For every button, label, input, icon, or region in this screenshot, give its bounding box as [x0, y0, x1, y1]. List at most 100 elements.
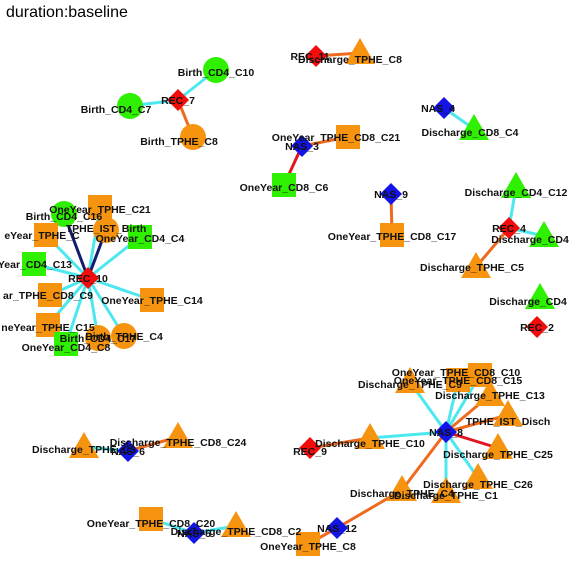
node-REC_7 — [167, 89, 189, 111]
node-Birth_TPHE_C4 — [111, 323, 137, 349]
node-NAS_9 — [380, 183, 402, 205]
node-Discharge_TPHE_C3 — [69, 432, 99, 458]
node-NAS_8 — [435, 421, 457, 443]
node-label-TPHE_IST_Disch: TPHE_IST_Disch — [466, 416, 551, 428]
node-Birth_TPHE_C8 — [180, 124, 206, 150]
node-OneYear_TPHE_CD8_C10 — [468, 363, 492, 387]
node-NAS_4 — [433, 97, 455, 119]
node-label-NAS_8: NAS_8 — [429, 427, 463, 439]
node-OneYear_TPHE_CD8_C15 — [446, 368, 470, 392]
node-label-OneYear_TPHE_C14: OneYear_TPHE_C14 — [101, 295, 203, 307]
node-label-OneYear_TPHE_CD8_C15: OneYear_TPHE_CD8_C15 — [394, 375, 523, 387]
node-label-Birth_CD4_C17: Birth_CD4_C17 — [60, 333, 137, 345]
node-REC_10 — [77, 267, 99, 289]
edge-NAS_8-Discharge_TPHE_C4 — [400, 431, 448, 491]
node-OneYear_TPHE_C14 — [140, 288, 164, 312]
edge-NAS_8-TPHE_IST_Disch — [445, 413, 509, 434]
node-Discharge_CD8_C4 — [459, 114, 489, 140]
node-Discharge_TPHE_C9 — [395, 367, 425, 393]
node-label-REC_4: REC_4 — [492, 223, 526, 235]
node-REC_11 — [305, 45, 327, 67]
node-label-NAS_5: NAS_5 — [177, 528, 211, 540]
node-label-NAS_3: NAS_3 — [285, 141, 319, 153]
node-Discharge_TPHE_C13 — [475, 380, 505, 406]
node-label-OneYear_TPHE_C21: OneYear_TPHE_C21 — [49, 204, 151, 216]
node-label-Discharge_TPHE_C8: Discharge_TPHE_C8 — [298, 54, 402, 66]
edge-NAS_8-Discharge_TPHE_C10 — [369, 430, 447, 440]
node-Discharge_TPHE_C4 — [387, 475, 417, 501]
node-label-Discharge_TPHE_CD8_C24: Discharge_TPHE_CD8_C24 — [110, 437, 247, 449]
node-label-Discharge_TPHE_C5: Discharge_TPHE_C5 — [420, 262, 524, 274]
node-Discharge_CD4_c — [525, 283, 555, 309]
node-label-REC_7: REC_7 — [161, 95, 195, 107]
node-label-OneYear_TPHE_CD8_C17: OneYear_TPHE_CD8_C17 — [328, 231, 457, 243]
node-label-REC_9: REC_9 — [293, 446, 327, 458]
node-label-Discharge_TPHE_C9: Discharge_TPHE_C9 — [358, 379, 462, 391]
node-REC_2 — [526, 316, 548, 338]
node-label-Discharge_CD4_C12: Discharge_CD4_C12 — [465, 187, 568, 199]
node-label-OneYear_TPHE_C8: OneYear_TPHE_C8 — [260, 541, 356, 553]
node-label-OneYear_TPHE_CD8_C9: ar_TPHE_CD8_C9 — [3, 290, 93, 302]
node-label-Birth_TPHE_C4: Birth_TPHE_C4 — [85, 331, 163, 343]
node-label-Discharge_CD4_c: Discharge_CD4 — [489, 296, 567, 308]
node-label-Birth_TPHE_C8: Birth_TPHE_C8 — [140, 136, 218, 148]
node-NAS_6 — [117, 440, 139, 462]
edge-REC_4-Discharge_TPHE_C5 — [474, 227, 511, 268]
node-Discharge_TPHE_CD8_C2 — [221, 511, 251, 537]
edge-NAS_8-Discharge_TPHE_C25 — [445, 430, 499, 450]
node-Birth_CD4_C10 — [203, 57, 229, 83]
node-label-NAS_12: NAS_12 — [317, 523, 357, 535]
node-label-Discharge_TPHE_C13: Discharge_TPHE_C13 — [435, 390, 545, 402]
node-label-Birth_CD4_C10: Birth_CD4_C10 — [178, 67, 255, 79]
node-label-Birth_CD4_C16: Birth_CD4_C16 — [26, 211, 103, 223]
node-OneYear_TPHE_CD8_C21 — [336, 125, 360, 149]
node-label-OneYear_CD4_C8: OneYear_CD4_C8 — [22, 342, 111, 354]
node-label-OneYear_CD8_C6: OneYear_CD8_C6 — [240, 182, 329, 194]
node-label-REC_2: REC_2 — [520, 322, 554, 334]
node-OneYear_TPHE_CD8_C20 — [139, 507, 163, 531]
node-label-OneYear_CD4_C13: eYear_CD4_C13 — [0, 259, 72, 271]
node-label-Discharge_TPHE_C26: Discharge_TPHE_C26 — [423, 479, 533, 491]
node-layer — [22, 38, 559, 556]
node-Discharge_CD4_b — [529, 221, 559, 247]
node-label-Discharge_TPHE_CD8_C2: Discharge_TPHE_CD8_C2 — [171, 526, 302, 538]
node-Discharge_TPHE_CD8_C24 — [163, 422, 193, 448]
node-label-NAS_6: NAS_6 — [111, 446, 145, 458]
node-label-Discharge_CD4_b: Discharge_CD4 — [491, 234, 569, 246]
node-Discharge_CD4_C12 — [501, 172, 531, 198]
node-label-OneYear_TPHE_trunc: eYear_TPHE_C — [4, 230, 80, 242]
node-Discharge_TPHE_C1 — [431, 477, 461, 503]
label-layer: REC_7 Birth_CD4_C10 Birth_CD4_C7 Birth_TPHE… — [0, 51, 569, 553]
node-NAS_3 — [291, 135, 313, 157]
node-Discharge_TPHE_C5 — [461, 252, 491, 278]
node-Discharge_TPHE_C8 — [345, 38, 375, 64]
node-OneYear_TPHE_CD8_C9 — [38, 283, 62, 307]
node-label-OneYear_TPHE_CD8_C10: OneYear_TPHE_CD8_C10 — [392, 367, 521, 379]
node-Birth_CD4_C17 — [85, 325, 111, 351]
plot-title: duration:baseline — [6, 4, 128, 21]
node-label-Discharge_TPHE_C10: Discharge_TPHE_C10 — [315, 438, 425, 450]
node-label-Discharge_TPHE_C4: Discharge_TPHE_C4 — [350, 488, 454, 500]
node-label-NAS_4: NAS_4 — [421, 103, 455, 115]
node-label-Discharge_TPHE_C1: Discharge_TPHE_C1 — [394, 490, 498, 502]
node-label-REC_11: REC_11 — [290, 51, 329, 63]
node-OneYear_TPHE_CD8_C17 — [380, 223, 404, 247]
node-label-REC_10: REC_10 — [68, 273, 108, 285]
edge-NAS_8-Discharge_TPHE_C26 — [444, 431, 480, 479]
node-TPHE_IST_Disch — [493, 400, 523, 426]
node-TPHE_IST_Birth — [93, 217, 119, 243]
node-OneYear_TPHE_trunc — [34, 223, 58, 247]
node-Discharge_TPHE_C26 — [463, 463, 493, 489]
node-label-NAS_9: NAS_9 — [374, 189, 408, 201]
node-NAS_12 — [326, 517, 348, 539]
node-OneYear_TPHE_C8 — [296, 532, 320, 556]
node-OneYear_CD4_C8 — [54, 332, 78, 356]
node-Birth_CD4_C16 — [51, 201, 77, 227]
node-REC_9 — [299, 437, 321, 459]
node-label-TPHE_IST_Birth: TPHE_IST_Birth — [66, 223, 147, 235]
node-OneYear_TPHE_C21 — [88, 195, 112, 219]
node-label-Discharge_TPHE_C3: Discharge_TPHE_C3 — [32, 444, 136, 456]
node-label-OneYear_TPHE_CD8_C20: OneYear_TPHE_CD8_C20 — [87, 518, 216, 530]
node-Birth_CD4_C7 — [117, 93, 143, 119]
